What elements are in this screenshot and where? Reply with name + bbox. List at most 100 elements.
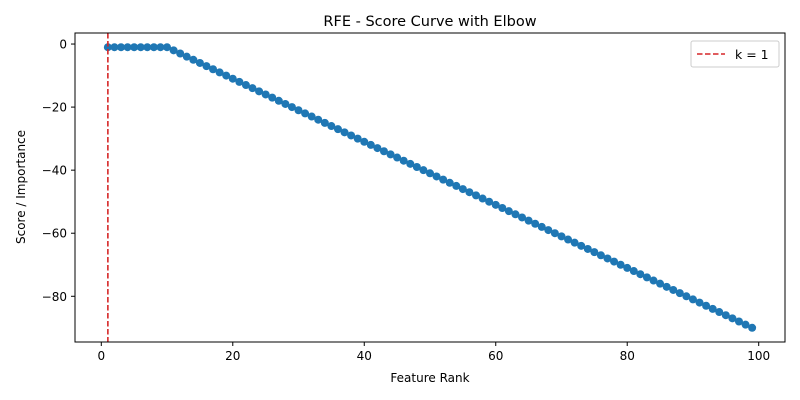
data-point [504,207,513,216]
data-point [485,197,494,206]
data-point [498,203,507,212]
data-point [136,43,145,52]
y-tick-label: −40 [42,164,67,178]
data-point [675,289,684,298]
data-point [163,43,172,52]
data-point [439,175,448,184]
data-point [596,251,605,260]
data-point [307,112,316,121]
data-point [241,81,250,90]
data-point [682,292,691,301]
data-point [518,213,527,222]
data-point [577,241,586,250]
data-point [156,43,165,52]
data-point [123,43,132,52]
data-point [103,43,112,52]
data-point [182,52,191,61]
data-point [465,188,474,197]
y-tick-label: −80 [42,290,67,304]
data-point [255,87,264,96]
data-point [458,185,467,194]
data-point [281,99,290,108]
data-point [261,90,270,99]
data-point [406,159,415,168]
data-point [189,55,198,64]
data-point [583,244,592,253]
data-point [320,118,329,127]
data-point [195,58,204,67]
x-tick-label: 100 [747,349,770,363]
data-point [235,77,244,86]
data-point [379,147,388,156]
y-axis-label: Score / Importance [14,130,28,244]
data-point [209,65,218,74]
data-point [419,166,428,175]
y-axis-ticks: 0 −20 −40 −60 −80 [42,38,75,304]
data-point [715,308,724,317]
data-point [294,106,303,115]
y-tick-label: −60 [42,227,67,241]
data-point [202,62,211,71]
data-point [524,216,533,225]
data-point [386,150,395,159]
x-tick-label: 60 [488,349,503,363]
data-point [478,194,487,203]
data-point [274,96,283,105]
data-point [656,279,665,288]
data-point [491,200,500,209]
data-point [452,181,461,190]
data-point [143,43,152,52]
data-point [603,254,612,263]
data-point [314,115,323,124]
data-point [662,282,671,291]
data-point [215,68,224,77]
plot-area [103,33,757,342]
data-point [649,276,658,285]
data-point [708,304,717,313]
data-point [570,238,579,247]
chart-title: RFE - Score Curve with Elbow [323,14,536,30]
data-point [702,301,711,310]
legend: k = 1 [690,40,780,68]
plot-frame [74,32,786,343]
data-point [426,169,434,178]
data-point [669,285,678,294]
data-point [373,144,382,153]
y-tick-label: −20 [42,101,67,115]
data-point [629,267,638,276]
data-point [748,323,757,332]
data-point [610,257,619,266]
data-point [228,74,237,83]
data-point [544,226,553,235]
x-tick-label: 40 [357,349,372,363]
series-layer [103,43,757,332]
data-point [472,191,481,200]
data-point [728,314,737,323]
data-point [623,263,632,272]
x-axis-ticks: 0 20 40 60 80 100 [97,342,770,363]
data-point [222,71,231,80]
data-point [169,46,178,55]
data-point [695,298,704,307]
data-point [130,43,139,52]
data-point [149,43,158,52]
data-point [301,109,310,118]
data-point [564,235,573,244]
data-point [412,163,421,172]
data-point [347,131,356,140]
data-point [176,49,185,58]
data-point [393,153,402,162]
data-point [248,84,257,93]
data-point [531,219,540,228]
data-point [550,229,559,238]
data-point [721,311,730,320]
data-point [432,172,441,181]
data-point [688,295,697,304]
x-tick-label: 20 [225,349,240,363]
data-point [590,248,599,257]
data-point [399,156,408,165]
data-point [360,137,369,146]
data-point [333,125,342,134]
x-tick-label: 0 [97,349,105,363]
